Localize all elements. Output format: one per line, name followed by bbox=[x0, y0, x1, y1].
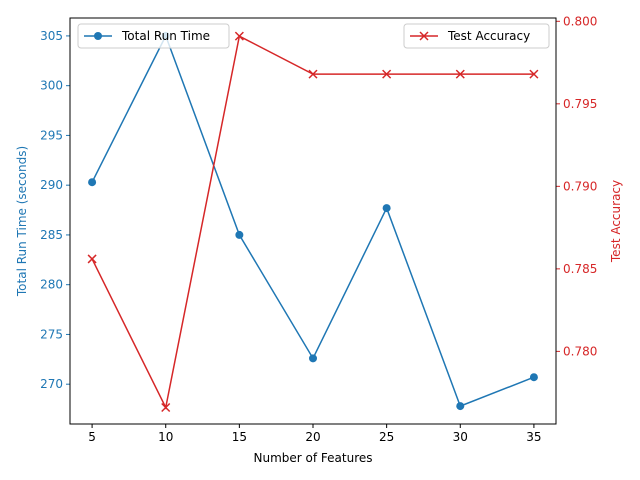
right-tick-label: 0.800 bbox=[563, 14, 597, 28]
legend-x-marker bbox=[419, 31, 429, 41]
left-tick-label: 295 bbox=[40, 128, 63, 142]
series-line bbox=[91, 35, 534, 410]
data-point bbox=[456, 402, 465, 411]
data-point bbox=[529, 69, 539, 79]
data-point bbox=[161, 402, 171, 413]
x-tick-label: 35 bbox=[526, 430, 541, 444]
right-tick-label: 0.785 bbox=[563, 262, 597, 276]
x-tick-label: 30 bbox=[453, 430, 468, 444]
left-axis-label: Total Run Time (seconds) bbox=[15, 146, 29, 297]
data-point bbox=[382, 204, 391, 213]
x-tick-label: 25 bbox=[379, 430, 394, 444]
x-tick-label: 20 bbox=[305, 430, 320, 444]
left-tick-label: 305 bbox=[40, 29, 63, 43]
x-tick-label: 15 bbox=[232, 430, 247, 444]
data-point bbox=[235, 230, 244, 239]
legend-label: Test Accuracy bbox=[447, 29, 530, 43]
series-line bbox=[91, 34, 535, 408]
accuracy-series bbox=[87, 31, 539, 413]
legend-accuracy: Test Accuracy bbox=[403, 23, 550, 49]
legend-label: Total Run Time bbox=[121, 29, 210, 43]
right-tick-label: 0.780 bbox=[563, 344, 597, 358]
data-point bbox=[529, 373, 538, 382]
left-tick-label: 300 bbox=[40, 79, 63, 93]
data-point bbox=[234, 31, 244, 41]
right-tick-label: 0.790 bbox=[563, 179, 597, 193]
legend-run-time: Total Run Time bbox=[77, 23, 230, 49]
legend-box bbox=[77, 23, 230, 49]
legend-x-glyph bbox=[419, 31, 429, 41]
x-axis-ticks: 5 10 15 20 25 30 35 bbox=[88, 424, 542, 444]
left-tick-label: 285 bbox=[40, 228, 63, 242]
data-point bbox=[308, 69, 318, 79]
x-tick-label: 10 bbox=[158, 430, 173, 444]
run-time-series bbox=[88, 31, 538, 411]
left-tick-label: 280 bbox=[40, 278, 63, 292]
left-tick-label: 270 bbox=[40, 377, 63, 391]
plot-frame bbox=[69, 17, 557, 425]
x-tick-label: 5 bbox=[88, 430, 96, 444]
right-tick-label: 0.795 bbox=[563, 97, 597, 111]
legend-circle-marker bbox=[94, 32, 102, 40]
right-axis-label: Test Accuracy bbox=[609, 180, 623, 263]
x-axis-label: Number of Features bbox=[254, 451, 373, 465]
data-point bbox=[382, 69, 392, 79]
data-point bbox=[88, 178, 97, 187]
data-point bbox=[87, 254, 97, 264]
legend-box bbox=[403, 23, 550, 49]
left-axis-ticks: 270 275 280 285 290 295 300 305 bbox=[40, 29, 70, 391]
data-point bbox=[455, 69, 465, 79]
left-tick-label: 290 bbox=[40, 178, 63, 192]
left-tick-label: 275 bbox=[40, 327, 63, 341]
data-point bbox=[309, 354, 317, 363]
right-axis-ticks: 0.780 0.785 0.790 0.795 0.800 bbox=[556, 14, 597, 358]
